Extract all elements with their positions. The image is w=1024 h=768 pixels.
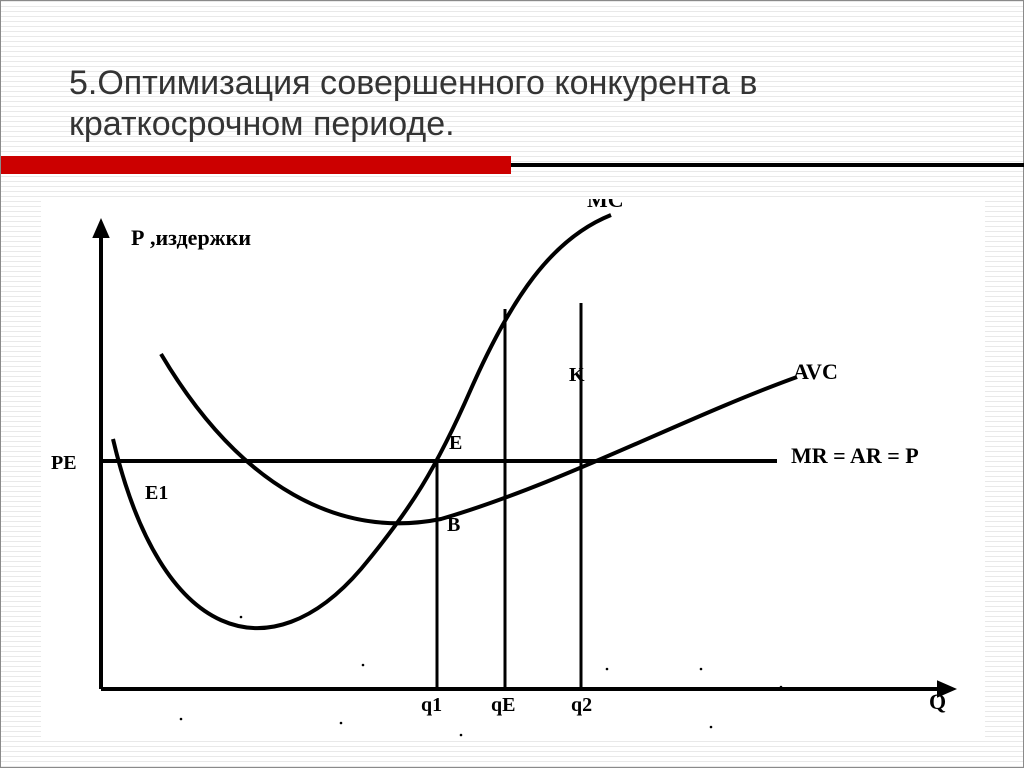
- y-axis-label: Р ,издержки: [131, 225, 251, 250]
- speck: [340, 722, 343, 725]
- speck: [606, 668, 609, 671]
- speck: [700, 668, 703, 671]
- e1-label: E1: [145, 482, 168, 504]
- e-label: E: [449, 432, 462, 454]
- pe-label: PE: [51, 452, 77, 474]
- q1-label: q1: [421, 694, 442, 716]
- qe-label: qE: [491, 694, 515, 716]
- slide: 5.Оптимизация совершенного конкурента в …: [0, 0, 1024, 768]
- chart-container: Р ,издержки Q МС AVC MR = AR = P PE E1 E B Kq1 qE q…: [41, 199, 985, 739]
- chart-bg: [41, 199, 985, 739]
- title-underline: [1, 156, 1024, 174]
- economics-chart: Р ,издержки Q МС AVC MR = AR = P PE E1 E B Kq1 qE q…: [41, 199, 985, 739]
- mr-ar-p-label: MR = AR = P: [791, 443, 919, 468]
- k-label: K: [569, 364, 585, 386]
- speck: [710, 726, 713, 729]
- underline-black-segment: [511, 163, 1024, 167]
- speck: [180, 718, 183, 721]
- q2-label: q2: [571, 694, 592, 716]
- speck: [780, 686, 783, 689]
- underline-red-segment: [1, 156, 511, 174]
- speck: [362, 664, 365, 667]
- speck: [240, 616, 243, 619]
- speck: [460, 734, 463, 737]
- slide-title: 5.Оптимизация совершенного конкурента в …: [69, 63, 963, 145]
- x-axis-label: Q: [929, 689, 946, 714]
- b-label: B: [447, 514, 460, 536]
- avc-label: AVC: [793, 359, 838, 384]
- mc-label: МС: [587, 199, 624, 212]
